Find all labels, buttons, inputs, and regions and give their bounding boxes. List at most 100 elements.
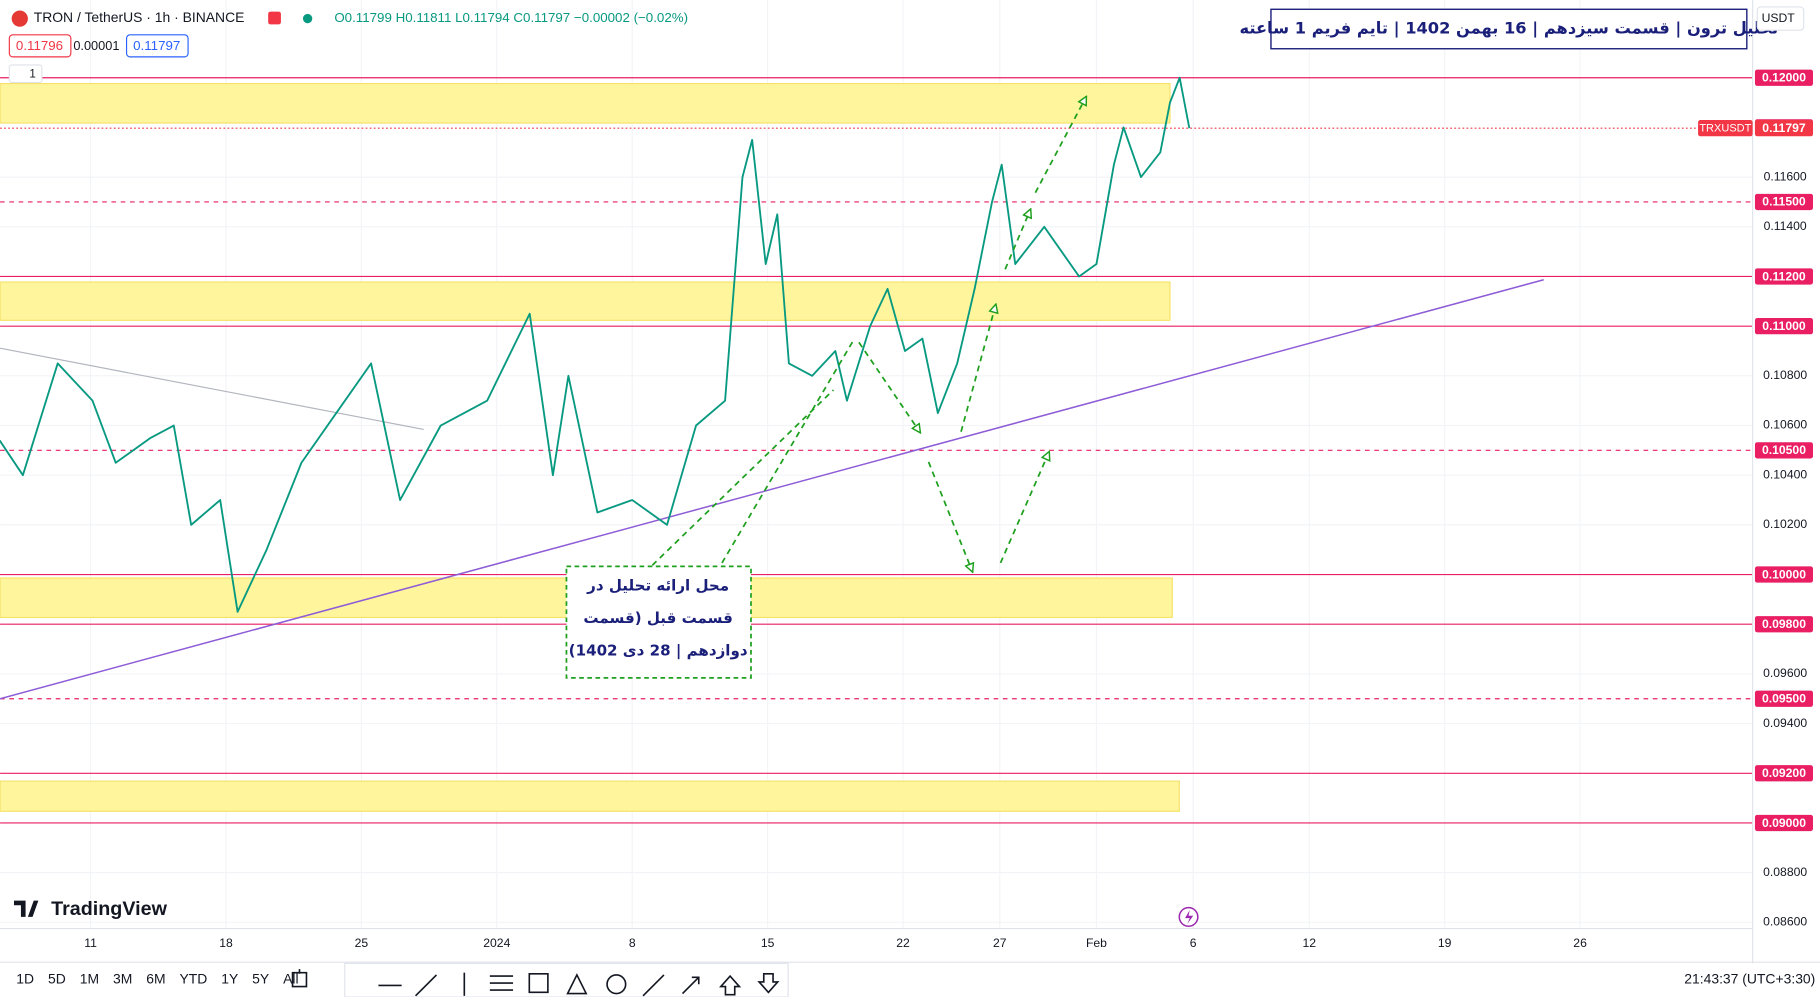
timeframe-button[interactable]: 1M — [80, 970, 99, 986]
price-axis — [1752, 0, 1820, 964]
x-tick-label: 27 — [993, 936, 1007, 950]
arrows — [651, 96, 1088, 572]
y-tick-label: 0.11600 — [1764, 169, 1807, 183]
title: تحلیل ترون | قسمت سیزدهم | 16 بهمن 1402 … — [1239, 19, 1778, 39]
level-label-box — [1754, 268, 1813, 285]
sell-box[interactable] — [8, 34, 72, 58]
ohlc: O0.11799 H0.11811 L0.11794 C0.11797 −0.0… — [334, 10, 688, 25]
y-tick-label: 0.10800 — [1763, 368, 1807, 382]
level-label-box — [1754, 814, 1813, 832]
level-label: 0.11000 — [1762, 319, 1806, 333]
buy-price: 0.11797 — [133, 38, 180, 53]
level-label: 0.11500 — [1762, 195, 1806, 209]
x-tick-label: 19 — [1438, 936, 1452, 950]
arrow — [1004, 209, 1031, 270]
x-tick-label: 6 — [1190, 936, 1197, 950]
timeframe-button[interactable]: 1Y — [221, 970, 238, 986]
y-tick-label: 0.08800 — [1763, 865, 1807, 879]
y-tick-label: 0.09600 — [1763, 666, 1807, 680]
level-label-box — [1754, 69, 1813, 86]
annotation-line: قسمت قبل (قسمت — [583, 609, 732, 627]
arrow — [960, 304, 996, 432]
timeframe-button[interactable]: 5D — [48, 970, 66, 986]
event-bolt — [1185, 909, 1194, 924]
timeframe-button[interactable]: 3M — [113, 970, 132, 986]
x-tick-label: 8 — [629, 936, 636, 950]
flag[interactable] — [268, 11, 281, 25]
level-label-box — [1754, 566, 1813, 583]
level-label: 0.11200 — [1762, 269, 1806, 283]
currency-button[interactable] — [1756, 6, 1805, 31]
tools-panel — [344, 962, 789, 997]
timeframe-button[interactable]: 5Y — [252, 970, 269, 986]
level-label: 0.12000 — [1762, 71, 1806, 85]
level-label-box — [1754, 690, 1813, 707]
x-tick-label: 26 — [1573, 936, 1587, 950]
timeframe-button[interactable]: 1D — [16, 970, 34, 986]
time-axis-labels: 11 18 25 2024 8 15 22 27 Feb 6 12 19 26 — [84, 936, 1587, 950]
timeframe-button[interactable]: 6M — [146, 970, 165, 986]
level-label-box — [1754, 616, 1813, 633]
y-tick-label: 0.08600 — [1763, 915, 1807, 929]
y-tick-label: 0.09400 — [1763, 716, 1807, 730]
pointer-line — [721, 338, 856, 564]
sell-price: 0.11796 — [16, 38, 63, 53]
level-label: 0.10500 — [1762, 443, 1806, 457]
tool-icon[interactable] — [489, 975, 514, 991]
pointer-line — [651, 389, 835, 566]
level-label: 0.09200 — [1762, 766, 1806, 780]
y-tick-label: 0.11400 — [1764, 219, 1807, 233]
clock: 21:43:37 (UTC+3:30) — [1684, 970, 1815, 986]
tool-icon[interactable] — [642, 974, 665, 997]
zone — [0, 82, 1171, 124]
logo: TradingView — [51, 898, 167, 920]
x-tick-label: 11 — [84, 936, 97, 950]
x-tick-label: 18 — [219, 936, 233, 950]
tool-icon[interactable] — [566, 973, 588, 995]
tool-icon[interactable] — [757, 972, 780, 994]
indicators-toggle[interactable] — [8, 64, 43, 83]
last-price-label: 0.11797 — [1762, 121, 1806, 135]
trendline — [0, 278, 1544, 700]
arrow — [858, 341, 921, 433]
level-label-box — [1754, 318, 1813, 335]
timeframes: 1D 5D 1M 3M 6M YTD 1Y 5Y All — [16, 970, 298, 986]
currency: USDT — [1762, 11, 1796, 25]
tool-icon[interactable] — [719, 974, 742, 996]
level-label: 0.09800 — [1762, 617, 1806, 631]
x-tick-label: Feb — [1086, 936, 1107, 950]
price-axis-labels: 0.11600 0.11400 0.10800 0.10600 0.10400 0.102… — [1698, 69, 1813, 929]
y-tick-label: 0.10200 — [1763, 517, 1807, 531]
last-name-box — [1698, 120, 1753, 137]
level-label: 0.09000 — [1762, 816, 1806, 830]
timeframe-button[interactable]: All — [283, 970, 298, 986]
level-label-box — [1754, 442, 1813, 459]
symbol[interactable]: TRON / TetherUS · 1h · BINANCE — [34, 9, 245, 25]
symbol-icon — [11, 10, 28, 27]
price-series — [0, 76, 1191, 613]
level-label-box — [1754, 193, 1813, 211]
arrow — [927, 461, 973, 572]
x-tick-label: 25 — [355, 936, 369, 950]
zone — [0, 780, 1180, 812]
spread: 0.00001 — [73, 38, 119, 53]
timeframe-button[interactable]: YTD — [179, 970, 207, 986]
tool-icon[interactable] — [528, 972, 549, 994]
logo-icon — [13, 900, 39, 917]
drawing-tools — [291, 962, 789, 997]
tool-icon[interactable] — [606, 974, 627, 995]
annotation-box — [565, 565, 752, 679]
tool-icon[interactable] — [681, 976, 700, 995]
buy-box[interactable] — [125, 34, 189, 58]
tool-icon[interactable] — [291, 969, 308, 988]
arrow — [1034, 96, 1088, 194]
level-label: 0.10000 — [1762, 567, 1806, 581]
x-tick-label: 15 — [761, 936, 775, 950]
x-tick-label: 12 — [1302, 936, 1316, 950]
tool-icon[interactable] — [414, 974, 438, 997]
indicators-count: 1 — [29, 67, 35, 80]
last-price-box — [1754, 120, 1813, 137]
